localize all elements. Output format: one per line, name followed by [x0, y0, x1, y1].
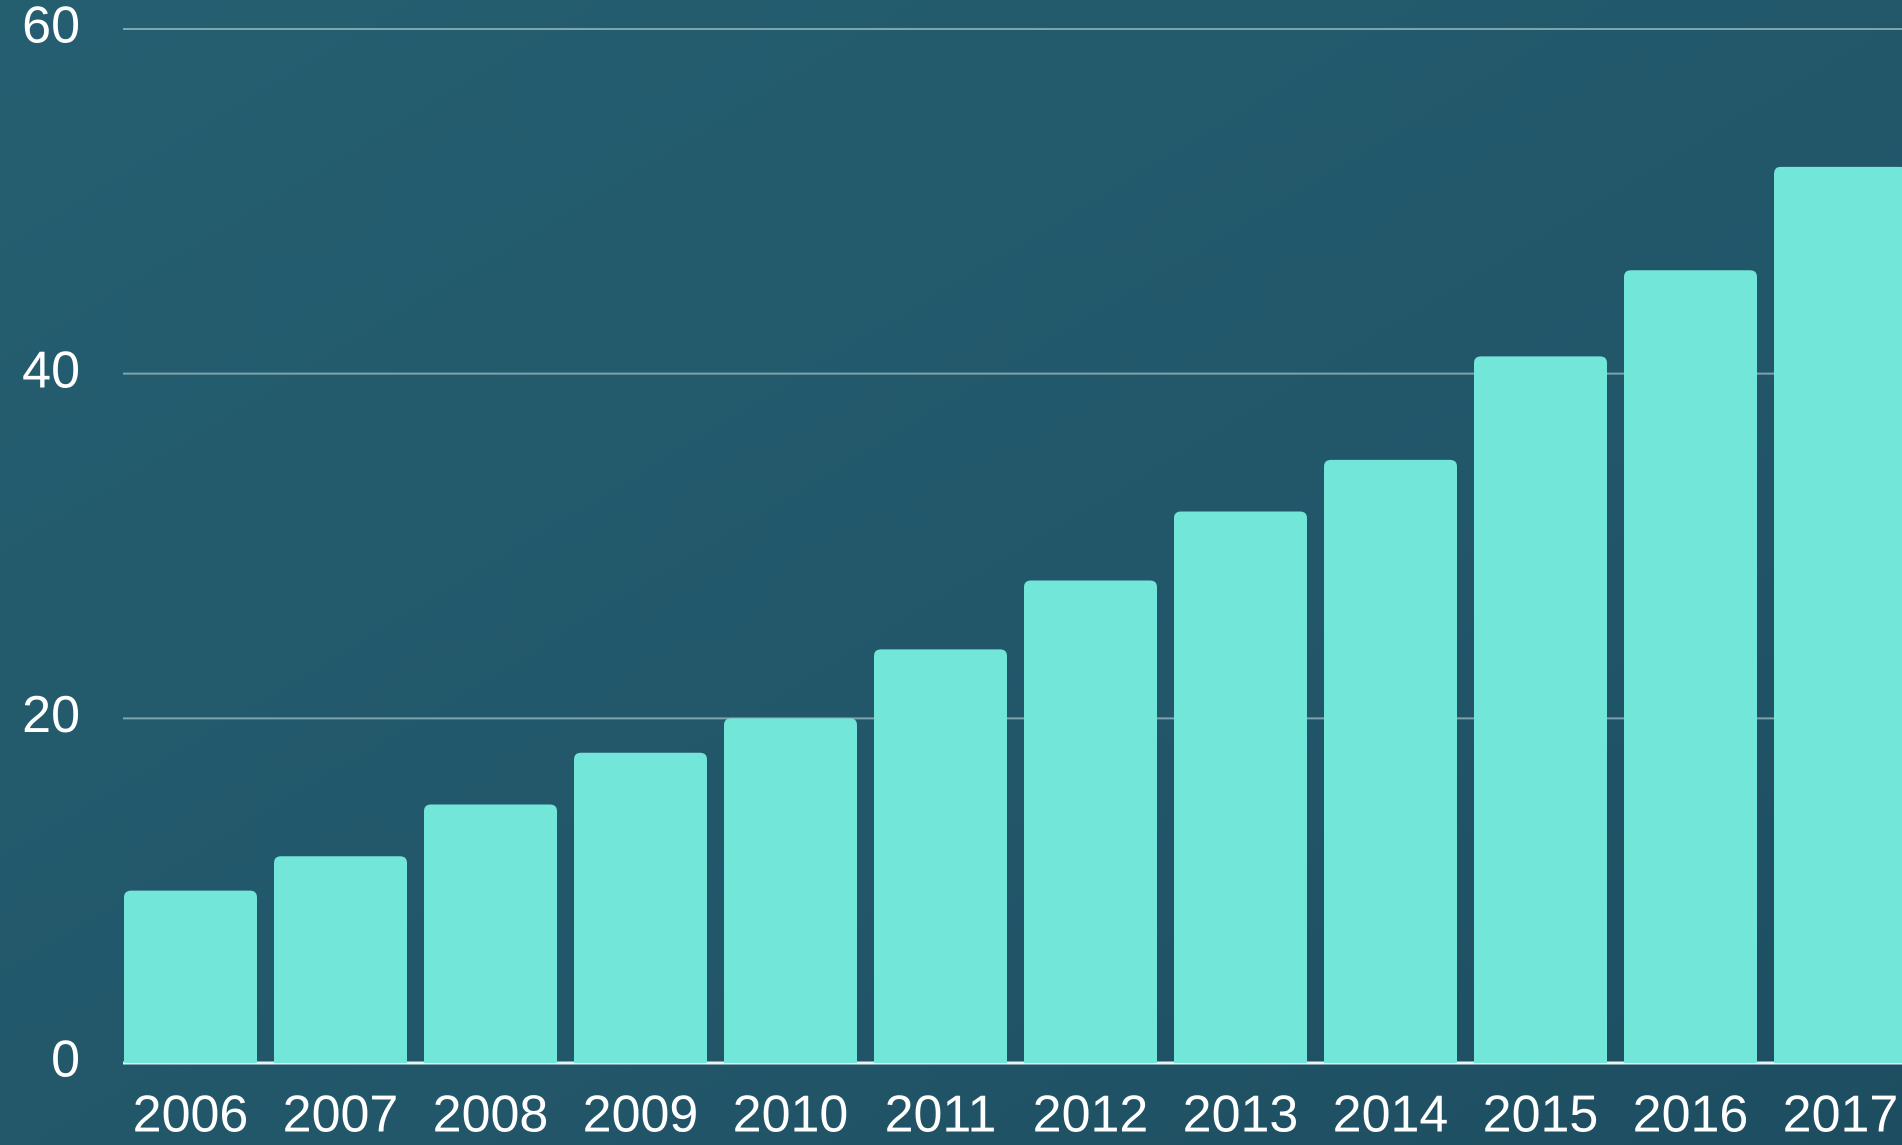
bar	[1474, 356, 1607, 1063]
bar	[724, 718, 857, 1063]
x-tick-label: 2013	[1183, 1086, 1299, 1144]
bar	[574, 752, 707, 1063]
bar	[124, 890, 257, 1063]
bar	[274, 856, 407, 1063]
bar	[424, 804, 557, 1063]
x-tick-label: 2007	[283, 1086, 399, 1144]
y-tick-label: 20	[22, 686, 80, 744]
y-tick-label: 0	[51, 1031, 80, 1089]
y-tick-label: 60	[22, 0, 80, 55]
bar	[1174, 511, 1307, 1063]
bar	[1024, 580, 1157, 1063]
x-tick-label: 2011	[885, 1086, 997, 1144]
bar	[1624, 270, 1757, 1063]
x-tick-label: 2015	[1483, 1086, 1599, 1144]
bar	[1324, 459, 1457, 1063]
y-tick-label: 40	[22, 341, 80, 399]
x-tick-label: 2016	[1633, 1086, 1749, 1144]
x-tick-label: 2017	[1783, 1086, 1899, 1144]
x-tick-label: 2014	[1333, 1086, 1449, 1144]
x-tick-label: 2010	[733, 1086, 849, 1144]
bar	[1774, 166, 1902, 1063]
x-tick-label: 2008	[433, 1086, 549, 1144]
bar	[874, 649, 1007, 1063]
x-tick-label: 2006	[133, 1086, 249, 1144]
x-tick-label: 2012	[1033, 1086, 1149, 1144]
x-tick-label: 2009	[583, 1086, 699, 1144]
